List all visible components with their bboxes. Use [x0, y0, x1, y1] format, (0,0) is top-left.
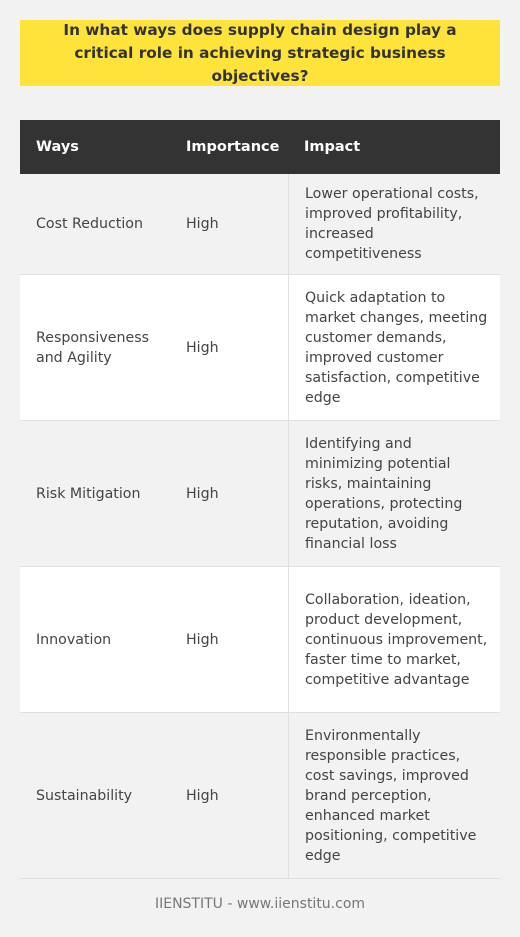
- table-header: Ways Importance Impact: [20, 120, 500, 174]
- page-title: In what ways does supply chain design pl…: [63, 20, 457, 85]
- table-row: Cost Reduction High Lower operational co…: [20, 174, 500, 275]
- cell-impact: Quick adaptation to market changes, meet…: [288, 275, 500, 420]
- cell-importance: High: [186, 339, 219, 356]
- table-row: Sustainability High Environmentally resp…: [20, 713, 500, 879]
- cell-way: Innovation: [36, 631, 112, 648]
- cell-impact: Environmentally responsible practices, c…: [288, 713, 500, 878]
- table-row: Innovation High Collaboration, ideation,…: [20, 567, 500, 713]
- table-row: Responsiveness and Agility High Quick ad…: [20, 275, 500, 421]
- cell-impact: Collaboration, ideation, product develop…: [288, 567, 500, 712]
- header-ways: Ways: [36, 139, 79, 155]
- cell-impact: Lower operational costs, improved profit…: [288, 174, 500, 274]
- header-impact: Impact: [304, 139, 361, 155]
- cell-way: Sustainability: [36, 787, 133, 804]
- cell-way: Risk Mitigation: [36, 485, 141, 502]
- title-banner: In what ways does supply chain design pl…: [20, 20, 500, 86]
- cell-importance: High: [186, 787, 219, 804]
- cell-impact: Identifying and minimizing potential ris…: [288, 421, 500, 566]
- header-importance: Importance: [186, 139, 280, 155]
- cell-importance: High: [186, 216, 219, 232]
- footer-credit: IIENSTITU - www.iienstitu.com: [154, 896, 366, 912]
- table-row: Risk Mitigation High Identifying and min…: [20, 421, 500, 567]
- cell-importance: High: [186, 631, 219, 648]
- cell-way: Responsiveness and Agility: [36, 329, 149, 366]
- ways-table: Ways Importance Impact Cost Reduction Hi…: [20, 120, 500, 879]
- cell-way: Cost Reduction: [36, 216, 143, 232]
- cell-importance: High: [186, 485, 219, 502]
